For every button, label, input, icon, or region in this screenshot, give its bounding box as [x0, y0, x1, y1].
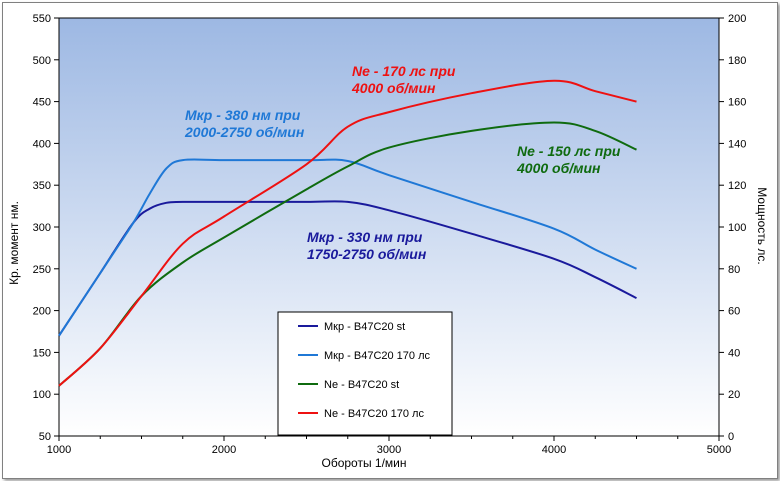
annotation-line: 2000-2750 об/мин: [184, 124, 305, 140]
y-right-tick-label: 60: [728, 306, 740, 318]
y-left-tick-label: 550: [33, 13, 51, 25]
annotation-mkr-st: Мкр - 330 нм при 1750-2750 об/мин: [307, 229, 427, 262]
legend-label: Мкр - B47C20 170 лс: [324, 350, 431, 362]
y-right-tick-label: 0: [728, 431, 734, 443]
annotation-line: Мкр - 330 нм при: [307, 229, 423, 245]
annotation-line: Ne - 170 лс при: [352, 63, 456, 79]
y-right-tick-label: 20: [728, 389, 740, 401]
x-tick-label: 2000: [212, 444, 236, 456]
x-axis-title: Обороты 1/мин: [321, 456, 406, 470]
y-left-tick-label: 200: [33, 306, 51, 318]
y-left-tick-label: 400: [33, 138, 51, 150]
x-tick-label: 5000: [707, 444, 731, 456]
y-left-tick-label: 300: [33, 222, 51, 234]
y-right-tick-label: 120: [728, 180, 746, 192]
series-line-ne-170: [58, 79, 637, 387]
legend: Мкр - B47C20 st Мкр - B47C20 170 лс Ne - B…: [277, 311, 453, 436]
legend-box: [277, 311, 453, 436]
y-right-tick-label: 180: [728, 55, 746, 67]
x-tick-label: 1000: [47, 444, 71, 456]
x-tick-label: 4000: [542, 444, 566, 456]
y-left-tick-label: 150: [33, 347, 51, 359]
y-left-tick-label: 500: [33, 55, 51, 67]
annotation-ne-170: Ne - 170 лс при 4000 об/мин: [351, 63, 456, 96]
y-left-tick-label: 450: [33, 97, 51, 109]
annotation-line: 1750-2750 об/мин: [307, 246, 427, 262]
y-left-tick-label: 250: [33, 264, 51, 276]
annotation-ne-st: Ne - 150 лс при 4000 об/мин: [516, 143, 621, 176]
y-right-tick-label: 200: [728, 13, 746, 25]
annotation-mkr-170: Мкр - 380 нм при 2000-2750 об/мин: [184, 107, 305, 140]
annotation-line: Мкр - 380 нм при: [185, 107, 301, 123]
x-tick-label: 3000: [377, 444, 401, 456]
y-right-tick-label: 140: [728, 138, 746, 150]
axes: 1000 2000 3000 4000 500050100150200250300350…: [33, 13, 747, 456]
y-right-tick-label: 160: [728, 97, 746, 109]
y-right-tick-label: 100: [728, 222, 746, 234]
legend-label: Мкр - B47C20 st: [324, 321, 405, 333]
annotation-line: 4000 об/мин: [516, 160, 601, 176]
annotation-line: 4000 об/мин: [351, 80, 436, 96]
annotation-line: Ne - 150 лс при: [517, 143, 621, 159]
y-right-tick-label: 40: [728, 347, 740, 359]
series-lines: [58, 79, 637, 387]
y-left-tick-label: 350: [33, 180, 51, 192]
series-line-mkr-170: [58, 158, 637, 337]
y-left-axis-title: Кр. момент нм.: [7, 201, 21, 285]
legend-label: Ne - B47C20 170 лс: [324, 408, 424, 420]
y-left-tick-label: 50: [39, 431, 51, 443]
y-right-tick-label: 80: [728, 264, 740, 276]
y-left-tick-label: 100: [33, 389, 51, 401]
legend-label: Ne - B47C20 st: [324, 379, 399, 391]
y-right-axis-title: Мощность лс.: [755, 187, 769, 264]
annotations: Мкр - 380 нм при 2000-2750 об/мин Ne - 170…: [184, 63, 621, 262]
